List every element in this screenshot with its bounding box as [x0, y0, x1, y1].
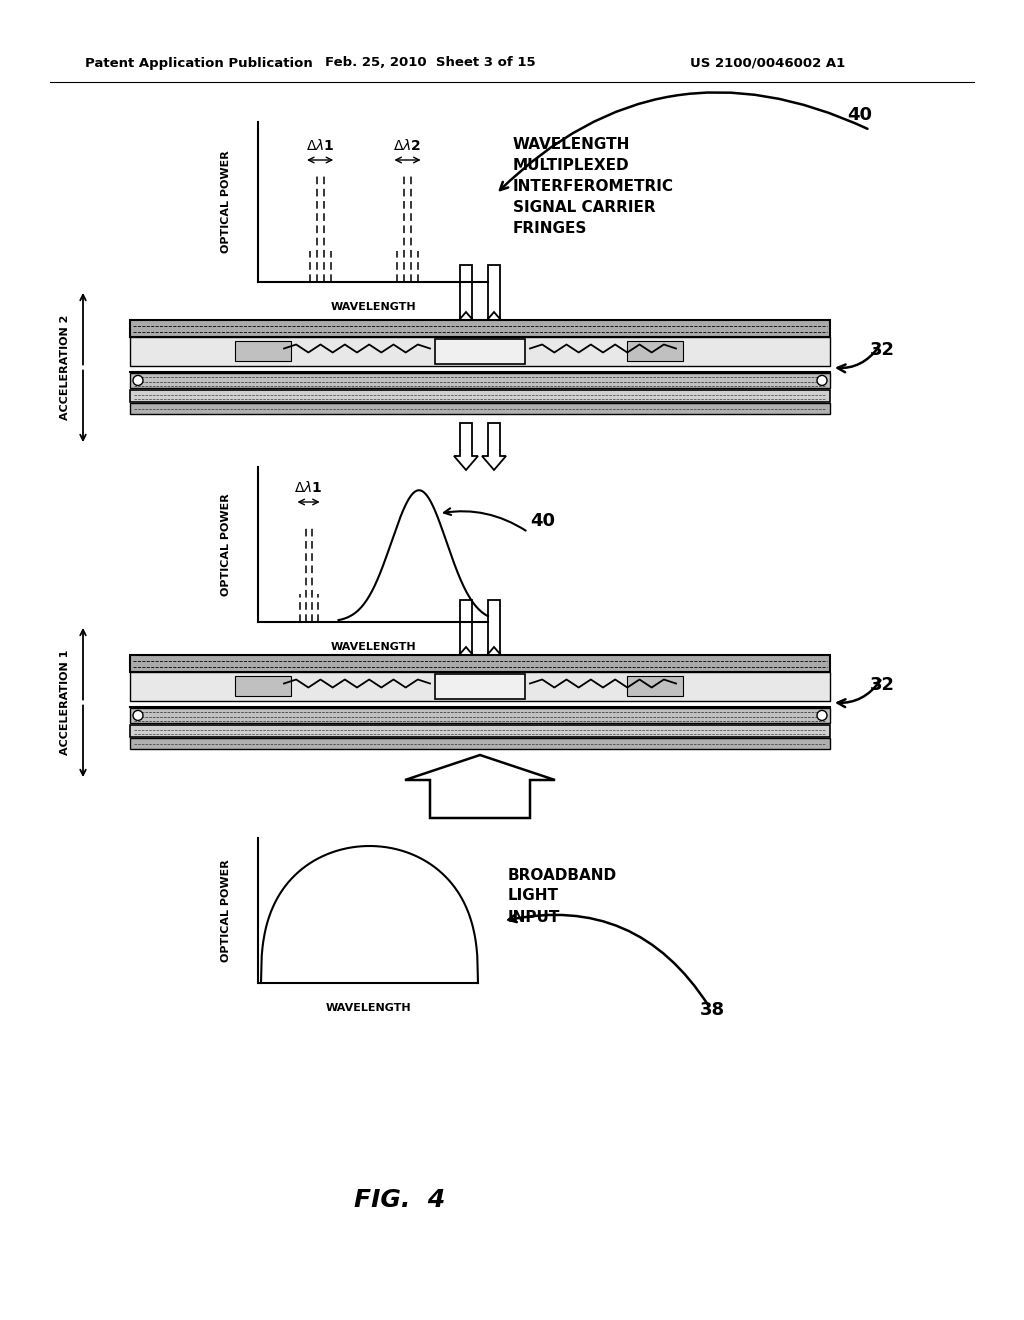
Polygon shape — [454, 601, 478, 661]
Circle shape — [133, 375, 143, 385]
Bar — [435, 339, 525, 363]
Text: FIG.  4: FIG. 4 — [354, 1188, 445, 1212]
Text: WAVELENGTH
MULTIPLEXED
INTERFEROMETRIC
SIGNAL CARRIER
FRINGES: WAVELENGTH MULTIPLEXED INTERFEROMETRIC S… — [513, 137, 674, 236]
Text: OPTICAL POWER: OPTICAL POWER — [221, 859, 231, 962]
Text: US 2100/0046002 A1: US 2100/0046002 A1 — [690, 57, 845, 70]
Bar — [130, 389, 830, 403]
Bar — [627, 342, 683, 362]
Bar — [130, 403, 830, 414]
Polygon shape — [482, 601, 506, 661]
Bar — [627, 676, 683, 697]
Polygon shape — [454, 265, 478, 326]
Text: 32: 32 — [870, 676, 895, 694]
Bar — [130, 337, 830, 366]
Bar — [130, 319, 830, 337]
Text: WAVELENGTH: WAVELENGTH — [326, 1003, 411, 1012]
Bar — [435, 675, 525, 698]
Text: 40: 40 — [530, 512, 555, 531]
Polygon shape — [482, 422, 506, 470]
Polygon shape — [482, 265, 506, 326]
Bar — [130, 374, 830, 388]
Text: 38: 38 — [700, 1001, 725, 1019]
Bar — [234, 676, 291, 697]
Circle shape — [817, 710, 827, 721]
Text: 40: 40 — [848, 106, 872, 124]
Text: BROADBAND
LIGHT
INPUT: BROADBAND LIGHT INPUT — [508, 867, 617, 924]
Polygon shape — [406, 755, 555, 818]
Text: $\Delta\lambda$1: $\Delta\lambda$1 — [294, 479, 323, 495]
Text: WAVELENGTH: WAVELENGTH — [330, 642, 416, 652]
Text: $\Delta\lambda$2: $\Delta\lambda$2 — [393, 137, 422, 153]
Text: WAVELENGTH: WAVELENGTH — [330, 302, 416, 312]
Bar — [234, 342, 291, 362]
Bar — [130, 738, 830, 748]
Bar — [130, 672, 830, 701]
Text: Patent Application Publication: Patent Application Publication — [85, 57, 312, 70]
Circle shape — [817, 375, 827, 385]
Text: ACCELERATION 2: ACCELERATION 2 — [60, 314, 70, 420]
Circle shape — [133, 710, 143, 721]
Bar — [130, 655, 830, 672]
Text: ACCELERATION 1: ACCELERATION 1 — [60, 649, 70, 755]
Bar — [130, 708, 830, 723]
Text: $\Delta\lambda$1: $\Delta\lambda$1 — [306, 137, 334, 153]
Text: Feb. 25, 2010  Sheet 3 of 15: Feb. 25, 2010 Sheet 3 of 15 — [325, 57, 536, 70]
Text: OPTICAL POWER: OPTICAL POWER — [221, 150, 231, 253]
Bar — [130, 725, 830, 737]
Text: OPTICAL POWER: OPTICAL POWER — [221, 494, 231, 595]
Polygon shape — [454, 422, 478, 470]
Text: 32: 32 — [870, 341, 895, 359]
